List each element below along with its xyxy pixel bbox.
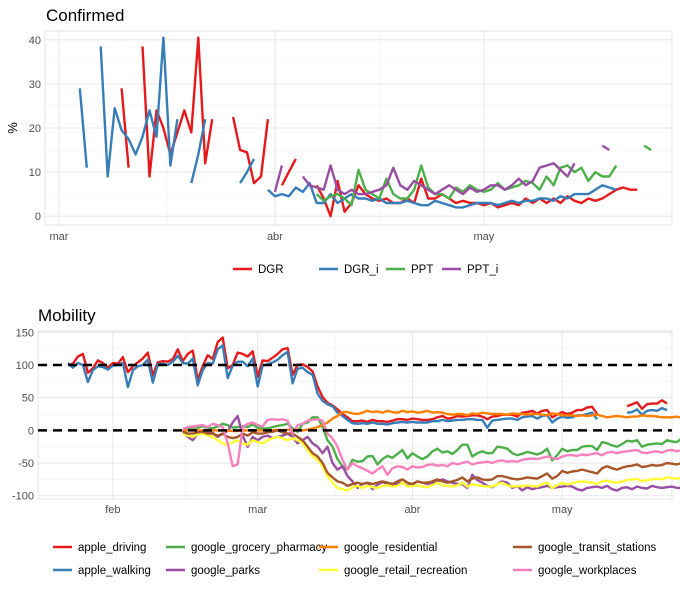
series-line-dgr-i	[190, 118, 207, 184]
series-line-ppt	[643, 144, 652, 152]
legend-item-google-transit-stations: google_transit_stations	[513, 542, 657, 554]
y-tick-label: 30	[29, 79, 41, 91]
chart1-title: Confirmed	[46, 6, 124, 25]
chart1-ylabel: %	[5, 122, 20, 134]
y-tick-label: -50	[18, 458, 34, 470]
legend-label: DGR	[258, 264, 284, 276]
legend-item-apple-walking: apple_walking	[53, 565, 151, 577]
series-line-google-parks	[181, 414, 680, 492]
y-tick-label: 10	[29, 167, 41, 179]
x-tick-label: feb	[105, 504, 120, 516]
legend-item-google-residential: google_residential	[319, 542, 437, 554]
legend-item-dgr: DGR	[233, 264, 284, 276]
chart2-legend: apple_driving apple_walking google_grocery…	[53, 542, 657, 577]
legend-label: PPT_i	[467, 264, 498, 276]
x-tick-label: may	[552, 504, 573, 516]
x-tick-label: mar	[49, 231, 68, 243]
series-line-apple-driving	[626, 399, 668, 410]
x-tick-label: abr	[404, 504, 420, 516]
legend-label: google_retail_recreation	[344, 565, 467, 577]
y-tick-label: -100	[12, 491, 34, 503]
legend-label: PPT	[411, 264, 433, 276]
legend-item-google-grocery-pharmacy: google_grocery_pharmacy	[166, 542, 327, 554]
y-tick-label: 150	[16, 327, 34, 339]
plot-border	[37, 330, 673, 500]
series-line-google-transit-stations	[182, 429, 680, 488]
y-tick-label: 50	[22, 393, 34, 405]
y-tick-label: 40	[29, 35, 41, 47]
series-line-dgr	[141, 36, 214, 178]
legend-label: google_grocery_pharmacy	[191, 542, 327, 554]
legend-label: DGR_i	[344, 264, 379, 276]
series-line-google-workplaces	[182, 418, 680, 476]
legend-item-ppt-i: PPT_i	[442, 264, 498, 276]
x-tick-label: abr	[267, 231, 283, 243]
series-line-ppt-i	[273, 165, 284, 193]
legend-item-google-parks: google_parks	[166, 565, 260, 577]
plot-border	[44, 30, 673, 226]
legend-item-dgr-i: DGR_i	[319, 264, 379, 276]
y-tick-label: 100	[16, 360, 34, 372]
series-line-apple-walking	[626, 406, 668, 416]
series-line-dgr-i	[99, 36, 179, 178]
chart2-title: Mobility	[38, 306, 96, 325]
chart1-plot: 0 10 20 30 40 mar abr may	[29, 30, 673, 243]
legend-label: google_workplaces	[538, 565, 637, 577]
legend-item-google-workplaces: google_workplaces	[513, 565, 637, 577]
series-line-dgr-i	[239, 158, 256, 184]
series-line-dgr-i	[78, 88, 88, 168]
series-line-ppt	[315, 164, 618, 207]
legend-label: google_transit_stations	[538, 542, 657, 554]
legend-label: google_residential	[344, 542, 437, 554]
chart2-plot: -100 -50 0 50 100 150 feb mar abr may	[12, 327, 680, 516]
legend-label: apple_walking	[78, 565, 151, 577]
legend-item-apple-driving: apple_driving	[53, 542, 146, 554]
legend-label: apple_driving	[78, 542, 146, 554]
x-tick-label: may	[474, 231, 495, 243]
y-tick-label: 0	[28, 425, 34, 437]
series-line-google-grocery-pharmacy	[182, 416, 680, 471]
series-line-dgr	[120, 88, 130, 168]
series-line-ppt-i	[601, 144, 610, 152]
series-line-google-retail-recreation	[182, 432, 680, 492]
legend-label: google_parks	[191, 565, 260, 577]
series-line-dgr	[280, 158, 297, 186]
legend-item-ppt: PPT	[386, 264, 433, 276]
series-line-ppt-i	[301, 162, 576, 196]
series-line-apple-walking	[67, 344, 599, 429]
y-tick-label: 0	[35, 211, 41, 223]
legend-item-google-retail-recreation: google_retail_recreation	[319, 565, 467, 577]
series-line-apple-driving	[67, 336, 599, 424]
y-tick-label: 20	[29, 123, 41, 135]
chart1-legend: DGR DGR_i PPT PPT_i	[233, 264, 498, 276]
x-tick-label: mar	[248, 504, 267, 516]
